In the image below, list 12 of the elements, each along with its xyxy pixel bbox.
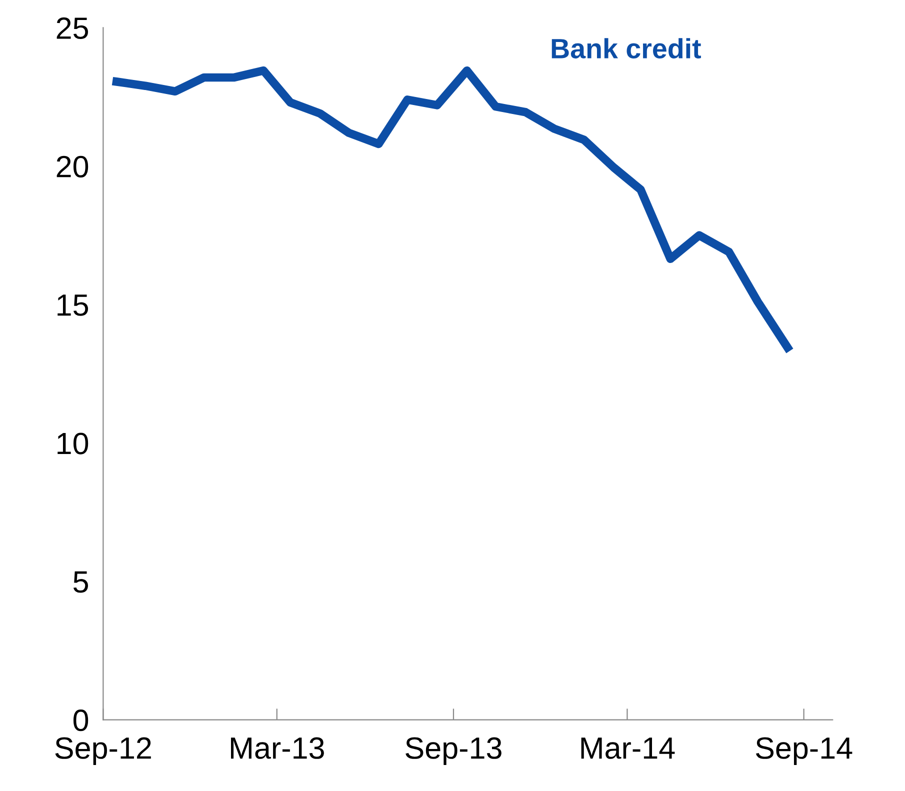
y-tick-label: 5 [74, 571, 88, 593]
y-tick-label: 15 [58, 294, 88, 316]
x-tick-label: Mar-13 [231, 737, 324, 759]
x-tick-label: Sep-12 [55, 737, 151, 765]
y-tick-label: 0 [73, 710, 88, 732]
y-tick-label: 20 [56, 156, 88, 178]
x-tick-label: Sep-14 [756, 737, 852, 765]
text: Bank credit [552, 38, 701, 58]
y-tick-label: 25 [56, 17, 88, 40]
x-tick-label: Mar-14 [581, 738, 675, 759]
y-tick-label: 10 [58, 432, 88, 454]
x-tick-label: Sep-13 [406, 737, 502, 765]
